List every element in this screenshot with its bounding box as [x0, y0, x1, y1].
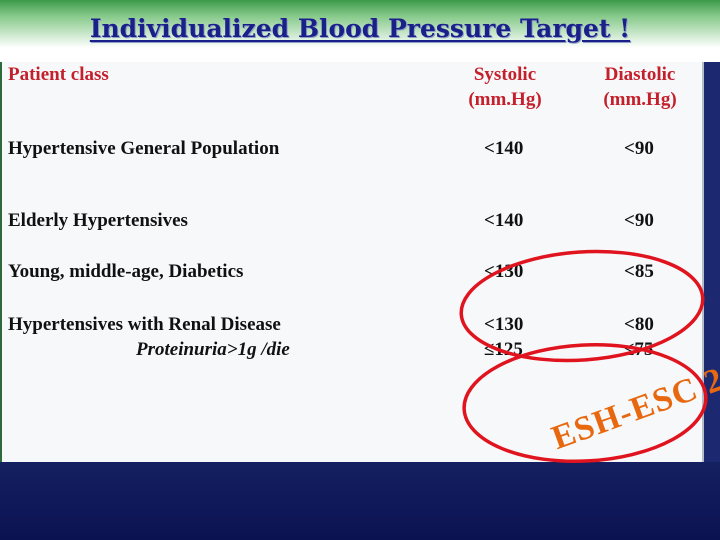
row-systolic-renal-disease: <130 [484, 314, 524, 335]
left-edge-strip [0, 62, 2, 462]
row-diastolic-elderly: <90 [624, 210, 654, 231]
slide-title: Individualized Blood Pressure Target ! [89, 14, 631, 43]
row-label-diabetics: Young, middle-age, Diabetics [8, 261, 244, 282]
row-label-general-population: Hypertensive General Population [8, 138, 280, 159]
row-diastolic-diabetics: <85 [624, 261, 654, 282]
right-edge-strip [704, 62, 720, 462]
header-diastolic-unit: (mm.Hg) [603, 89, 677, 110]
header-systolic-unit: (mm.Hg) [468, 89, 542, 110]
row-systolic-elderly: <140 [484, 210, 524, 231]
header-diastolic: Diastolic [604, 64, 676, 85]
row-label-renal-disease: Hypertensives with Renal Disease [8, 314, 281, 335]
header-patient-class: Patient class [8, 64, 109, 85]
row-systolic-general-population: <140 [484, 138, 524, 159]
row-label-elderly: Elderly Hypertensives [8, 210, 188, 231]
row-diastolic-general-population: <90 [624, 138, 654, 159]
highlight-ellipse-upper [459, 249, 705, 363]
header-systolic: Systolic [473, 64, 537, 85]
highlight-ellipse-lower [462, 342, 708, 464]
row-label-proteinuria: Proteinuria>1g /die [136, 339, 290, 360]
table-panel [2, 62, 704, 462]
row-diastolic-renal-disease: <80 [624, 314, 654, 335]
